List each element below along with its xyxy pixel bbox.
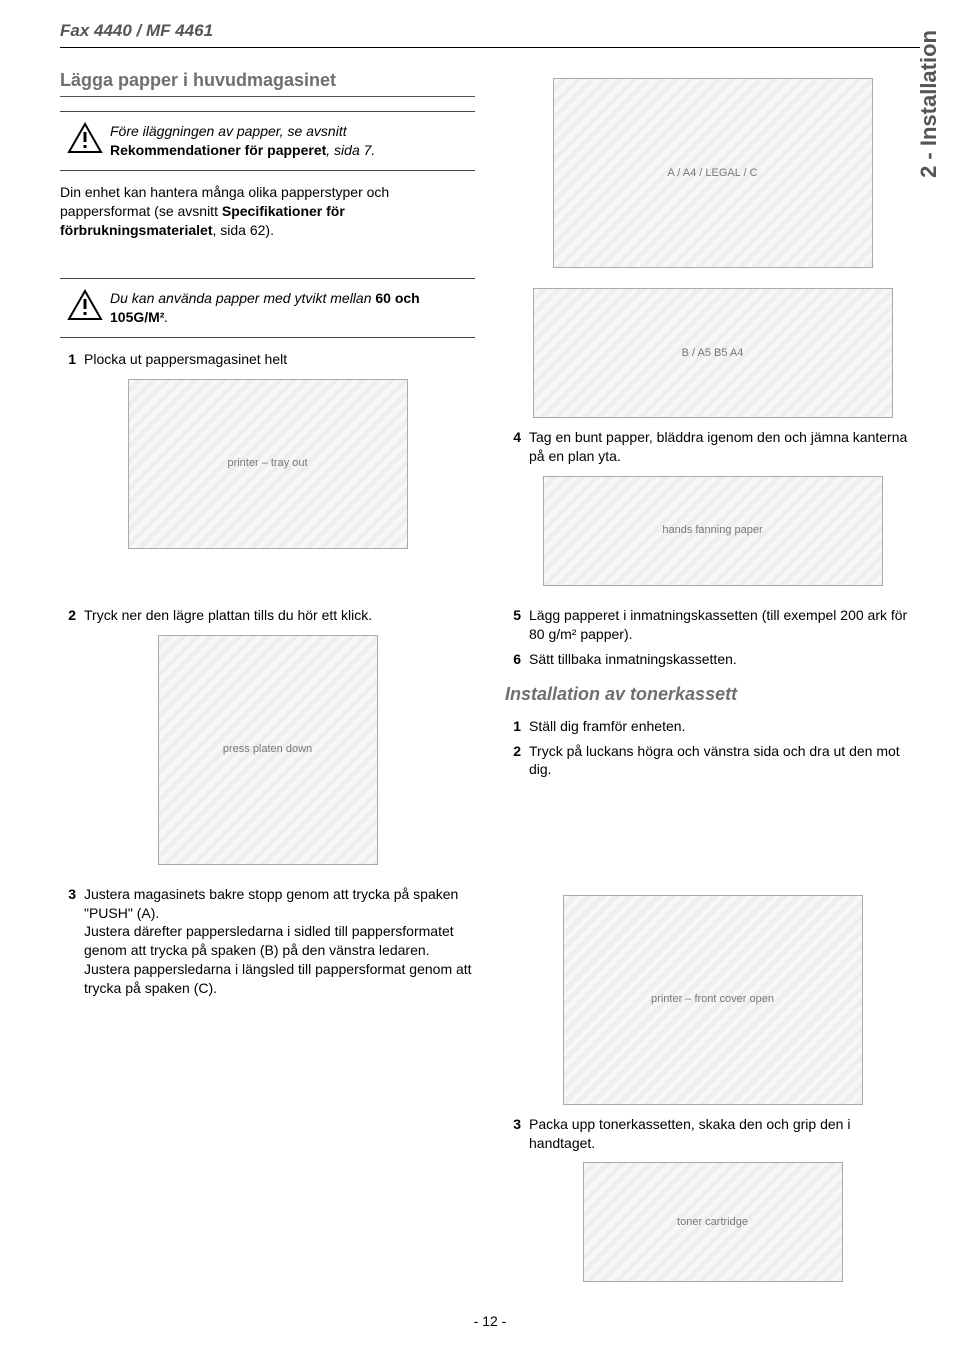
toner-step-2: 2 Tryck på luckans högra och vänstra sid… [505,742,920,780]
step-3-text: Justera magasinets bakre stopp genom att… [84,885,475,998]
paper-types-para: Din enhet kan hantera många olika papper… [60,183,475,240]
figure-printer-tray-out: printer – tray out [128,379,408,549]
note2-post: . [164,309,168,325]
step-4-num: 4 [505,428,529,466]
step-5-text: Lägg papperet i inmatningskassetten (til… [529,606,920,644]
note1-post: , sida 7. [326,142,375,158]
section-title-load-paper: Lägga papper i huvudmagasinet [60,68,475,97]
toner-step-3-text: Packa upp tonerkassetten, skaka den och … [529,1115,920,1153]
figure-tray-labels: A / A4 / LEGAL / C [553,78,873,268]
step-1-num: 1 [60,350,84,369]
page-number: - 12 - [60,1312,920,1331]
step-6: 6 Sätt tillbaka inmatningskassetten. [505,650,920,669]
figure-tray-guides: B / A5 B5 A4 [533,288,893,418]
step-1-text: Plocka ut pappersmagasinet helt [84,350,475,369]
caution-icon [60,122,110,154]
caution-icon [60,289,110,321]
toner-step-2-text: Tryck på luckans högra och vänstra sida … [529,742,920,780]
note-box-1: Före iläggningen av papper, se avsnitt R… [60,111,475,171]
step-6-text: Sätt tillbaka inmatningskassetten. [529,650,920,669]
para-post: , sida 62). [212,222,273,238]
step-6-num: 6 [505,650,529,669]
step-5: 5 Lägg papperet i inmatningskassetten (t… [505,606,920,644]
toner-step-3: 3 Packa upp tonerkassetten, skaka den oc… [505,1115,920,1153]
step-2: 2 Tryck ner den lägre plattan tills du h… [60,606,475,625]
document-header: Fax 4440 / MF 4461 [60,20,920,48]
note2-pre: Du kan använda papper med ytvikt mellan [110,290,375,306]
toner-step-2-num: 2 [505,742,529,780]
step-4: 4 Tag en bunt papper, bläddra igenom den… [505,428,920,466]
toner-step-1-text: Ställ dig framför enheten. [529,717,920,736]
toner-step-1-num: 1 [505,717,529,736]
note1-bold: Rekommendationer för papperet [110,142,326,158]
step-4-text: Tag en bunt papper, bläddra igenom den o… [529,428,920,466]
step-2-text: Tryck ner den lägre plattan tills du hör… [84,606,475,625]
section-title-toner: Installation av tonerkassett [505,682,920,706]
toner-step-3-num: 3 [505,1115,529,1153]
step-1: 1 Plocka ut pappersmagasinet helt [60,350,475,369]
toner-step-1: 1 Ställ dig framför enheten. [505,717,920,736]
side-tab-installation: 2 - Installation [914,30,944,178]
step-3-num: 3 [60,885,84,998]
note-box-2: Du kan använda papper med ytvikt mellan … [60,278,475,338]
figure-fan-paper: hands fanning paper [543,476,883,586]
note1-pre: Före iläggningen av papper, se avsnitt [110,123,347,139]
figure-toner-cartridge: toner cartridge [583,1162,843,1282]
figure-printer-open: printer – front cover open [563,895,863,1105]
step-5-num: 5 [505,606,529,644]
figure-press-platen: press platen down [158,635,378,865]
step-3: 3 Justera magasinets bakre stopp genom a… [60,885,475,998]
step-2-num: 2 [60,606,84,625]
